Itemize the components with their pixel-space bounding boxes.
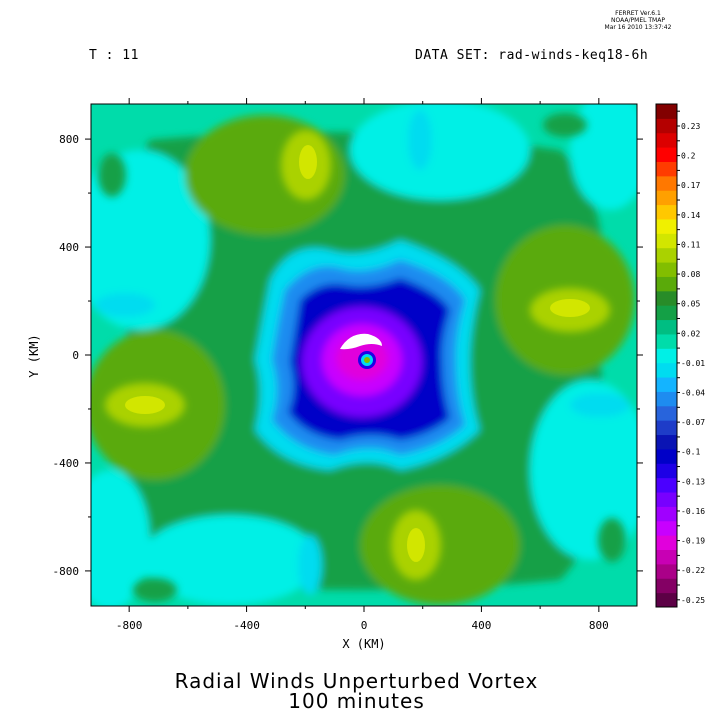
y-tick-label: -400 — [53, 457, 80, 470]
colorbar-label: 0.05 — [681, 300, 700, 309]
colorbar-label: 0.23 — [681, 122, 700, 131]
colorbar-swatch — [656, 520, 677, 536]
colorbar-swatch — [656, 420, 677, 436]
colorbar-swatch — [656, 204, 677, 220]
y-axis-label: Y (KM) — [27, 334, 41, 377]
colorbar-label: 0.11 — [681, 240, 700, 249]
ferret-org: NOAA/PMEL TMAP — [611, 17, 665, 24]
time-label: T : 11 — [89, 48, 139, 63]
colorbar-label: -0.01 — [681, 359, 705, 368]
contour-field — [91, 104, 637, 606]
y-tick-label: -800 — [53, 565, 80, 578]
colorbar-label: -0.1 — [681, 448, 700, 457]
colorbar-swatch — [656, 305, 677, 321]
colorbar-swatch — [656, 262, 677, 277]
colorbar-label: 0.14 — [681, 211, 700, 220]
colorbar-swatch — [656, 578, 677, 594]
dark-green-spot-ne — [543, 113, 587, 137]
chart-title: Radial Winds Unperturbed Vortex — [174, 669, 539, 693]
colorbar-label: -0.25 — [681, 596, 705, 605]
missing-data-hole — [340, 333, 382, 350]
chart-subtitle: 100 minutes — [288, 689, 425, 713]
cyan-region-sw — [140, 515, 320, 605]
colorbar-swatch — [656, 132, 677, 148]
cyan-region-ne — [350, 104, 530, 200]
ferret-stamp: FERRET Ver.6.1 NOAA/PMEL TMAP Mar 16 201… — [604, 10, 672, 31]
colorbar-swatch — [656, 190, 677, 206]
colorbar-swatch — [656, 506, 677, 522]
yellow-peak-e — [550, 299, 590, 317]
colorbar-swatch — [656, 276, 677, 292]
x-axis-label: X (KM) — [342, 637, 385, 651]
colorbar-label: -0.19 — [681, 537, 705, 546]
colorbar-swatch — [656, 348, 677, 364]
dark-green-spot-se — [598, 518, 626, 562]
colorbar-swatch — [656, 233, 677, 249]
colorbar-swatch — [656, 161, 677, 177]
x-tick-label: 0 — [361, 619, 368, 632]
colorbar-swatch — [656, 362, 677, 378]
colorbar-label: 0.2 — [681, 152, 696, 161]
ferret-version: FERRET Ver.6.1 — [615, 10, 661, 17]
cyan-region-se — [530, 380, 637, 560]
colorbar-swatch — [656, 147, 677, 162]
colorbar-swatch — [656, 391, 677, 407]
colorbar-swatch — [656, 218, 677, 234]
dark-green-spot-nw — [98, 153, 126, 197]
colorbar-swatch — [656, 333, 677, 349]
colorbar-swatch — [656, 377, 677, 392]
cyan-region-nw — [91, 150, 210, 330]
colorbar-label: -0.16 — [681, 507, 705, 516]
colorbar-swatch — [656, 535, 677, 551]
colorbar-label: -0.04 — [681, 389, 705, 398]
y-tick-label: 400 — [59, 241, 79, 254]
x-tick-label: -400 — [233, 619, 260, 632]
colorbar-swatch — [656, 104, 677, 119]
dark-green-spot-sw — [133, 578, 177, 602]
yellow-peak-w — [125, 396, 165, 414]
x-tick-label: 400 — [471, 619, 491, 632]
colorbar-swatch — [656, 118, 677, 134]
colorbar-swatch — [656, 290, 677, 306]
colorbar-swatch — [656, 549, 677, 565]
colorbar-swatch — [656, 592, 677, 608]
colorbar-frame — [655, 103, 678, 608]
y-tick-label: 0 — [72, 349, 79, 362]
x-tick-label: 800 — [589, 619, 609, 632]
colorbar-swatch — [656, 434, 677, 450]
cyan-spot-n — [408, 110, 432, 170]
y-tick-label: 800 — [59, 133, 79, 146]
colorbar-swatch — [656, 247, 677, 263]
cyan-spot-w — [95, 293, 155, 317]
colorbar-swatch — [656, 448, 677, 464]
colorbar-swatch — [656, 563, 677, 579]
colorbar-label: 0.08 — [681, 270, 700, 279]
x-tick-label: -800 — [116, 619, 143, 632]
vortex-eye — [364, 357, 370, 363]
colorbar: -0.25 -0.22 -0.19 -0.16 -0.13 -0.1 -0.07 -0.04 -… — [655, 103, 705, 608]
colorbar-swatch — [656, 319, 677, 335]
yellow-peak-n — [299, 145, 317, 179]
dataset-label: DATA SET: rad-winds-keq18-6h — [415, 48, 649, 63]
colorbar-label: 0.17 — [681, 181, 700, 190]
colorbar-swatch — [656, 463, 677, 479]
cyan-spot-s — [298, 535, 322, 595]
colorbar-label: 0.02 — [681, 329, 700, 338]
ferret-date: Mar 16 2010 13:37:42 — [604, 24, 672, 31]
colorbar-swatch — [656, 175, 677, 191]
cyan-region-sw-corner — [91, 470, 150, 606]
colorbar-label: -0.22 — [681, 566, 705, 575]
colorbar-label: -0.07 — [681, 418, 705, 427]
colorbar-swatch — [656, 477, 677, 493]
colorbar-swatch — [656, 492, 677, 507]
axes: -800 -400 0 400 800 -800 -400 0 400 800 — [53, 98, 643, 632]
yellow-peak-s — [407, 528, 425, 562]
cyan-spot-e — [570, 393, 630, 417]
colorbar-swatch — [656, 405, 677, 421]
colorbar-label: -0.13 — [681, 477, 705, 486]
cyan-region-ne-corner — [570, 104, 637, 210]
